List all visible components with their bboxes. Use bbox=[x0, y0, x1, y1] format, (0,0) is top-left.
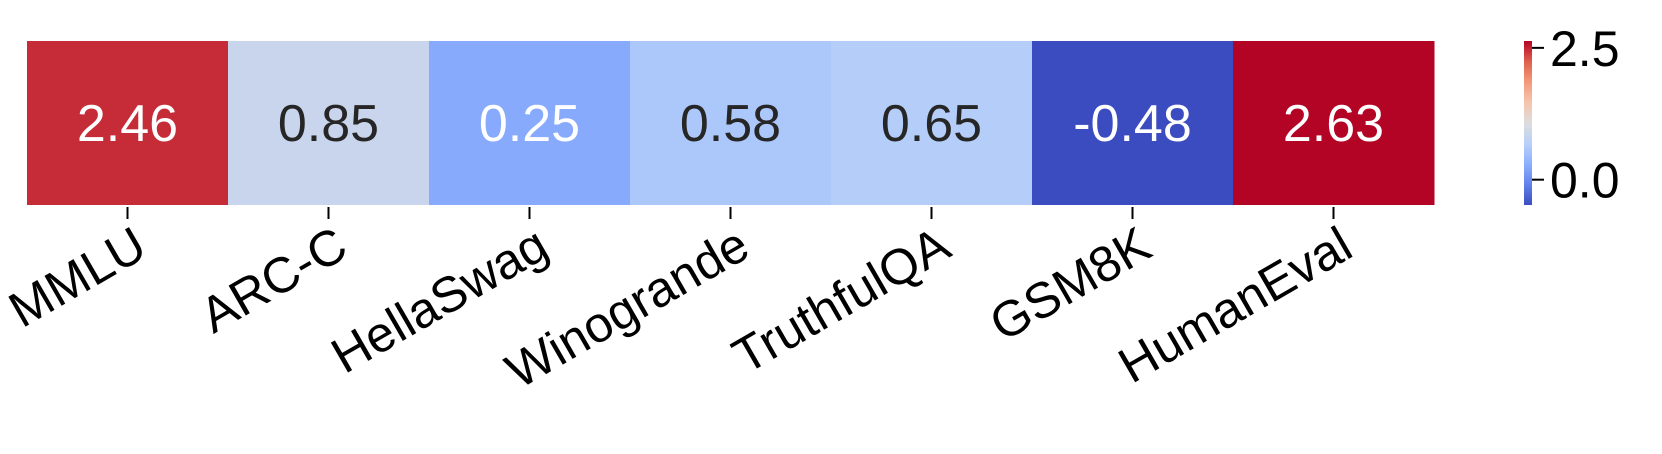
colorbar-tick-label: 2.5 bbox=[1550, 21, 1620, 77]
heatmap-cell-winogrande bbox=[630, 41, 832, 205]
cell-value-label: 2.63 bbox=[1283, 95, 1384, 153]
cell-value-label: 2.46 bbox=[77, 95, 178, 153]
cell-value-label: 0.25 bbox=[479, 95, 580, 153]
cell-value-label: -0.48 bbox=[1073, 95, 1192, 153]
cell-value-label: 0.85 bbox=[278, 95, 379, 153]
heatmap-cell-arc-c bbox=[228, 41, 430, 205]
heatmap-cell-mmlu bbox=[27, 41, 229, 205]
heatmap-cell-humaneval bbox=[1233, 41, 1435, 205]
x-tick-label: ARC-C bbox=[191, 216, 356, 344]
heatmap-cell-hellaswag bbox=[429, 41, 631, 205]
x-tick-label: MMLU bbox=[0, 216, 155, 338]
colorbar-tick-label: 0.0 bbox=[1550, 153, 1620, 209]
heatmap-cell-truthfulqa bbox=[831, 41, 1033, 205]
heatmap-cells: 2.46 0.85 0.25 0.58 0.65 -0.48 2.63 bbox=[27, 41, 1435, 205]
cell-value-label: 0.65 bbox=[881, 95, 982, 153]
x-tick-label: TruthfulQA bbox=[723, 216, 959, 385]
heatmap-cell-gsm8k bbox=[1032, 41, 1234, 205]
cell-value-label: 0.58 bbox=[680, 95, 781, 153]
colorbar: 0.0 2.5 bbox=[1524, 21, 1620, 209]
colorbar-gradient bbox=[1524, 41, 1532, 205]
